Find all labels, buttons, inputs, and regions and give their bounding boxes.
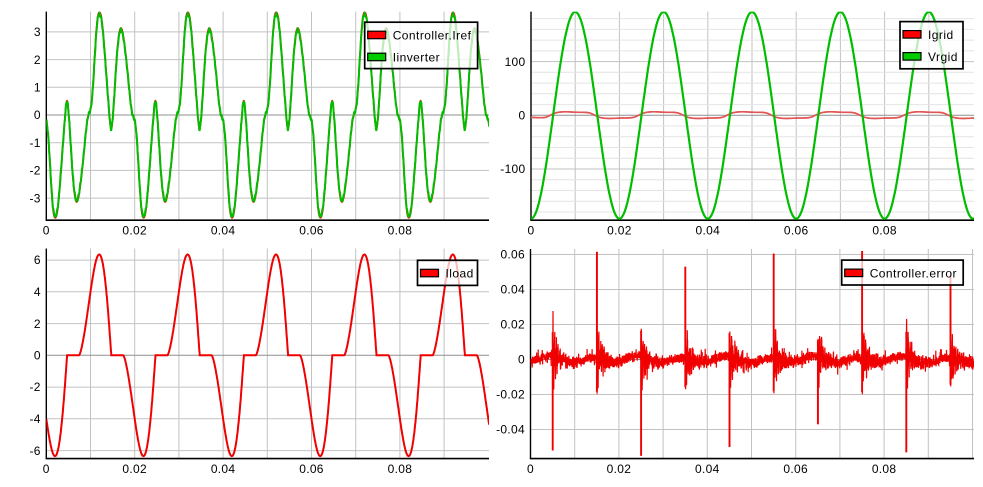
svg-text:0.04: 0.04 (211, 223, 236, 237)
svg-text:0.02: 0.02 (607, 223, 632, 237)
svg-text:-0.02: -0.02 (496, 388, 525, 402)
svg-text:Controller.Iref: Controller.Iref (393, 28, 472, 42)
svg-text:0.04: 0.04 (500, 283, 525, 297)
svg-text:0: 0 (527, 462, 534, 476)
svg-text:3: 3 (34, 25, 41, 39)
svg-text:0.08: 0.08 (872, 462, 897, 476)
svg-text:0.06: 0.06 (299, 462, 324, 476)
svg-text:-2: -2 (30, 380, 41, 394)
svg-text:100: 100 (505, 55, 526, 69)
svg-text:0: 0 (518, 353, 525, 367)
svg-text:0: 0 (34, 108, 41, 122)
svg-text:Iinverter: Iinverter (393, 50, 440, 64)
svg-text:0.02: 0.02 (500, 318, 525, 332)
svg-text:Controller.error: Controller.error (870, 266, 957, 280)
svg-text:0.04: 0.04 (696, 223, 721, 237)
svg-text:-2: -2 (30, 164, 41, 178)
svg-text:0: 0 (34, 349, 41, 363)
svg-text:0.02: 0.02 (122, 223, 147, 237)
svg-text:0: 0 (519, 109, 526, 123)
svg-text:0.04: 0.04 (695, 462, 720, 476)
svg-text:Vrgid: Vrgid (928, 50, 958, 64)
svg-text:0.02: 0.02 (607, 462, 632, 476)
svg-text:0.06: 0.06 (783, 462, 808, 476)
svg-text:0: 0 (43, 462, 50, 476)
svg-text:0.04: 0.04 (211, 462, 236, 476)
svg-text:6: 6 (34, 253, 41, 267)
svg-text:-0.04: -0.04 (496, 423, 525, 437)
svg-text:0.02: 0.02 (122, 462, 147, 476)
svg-text:-3: -3 (30, 191, 41, 205)
svg-text:0: 0 (43, 223, 50, 237)
svg-text:-6: -6 (30, 444, 41, 458)
svg-text:2: 2 (34, 53, 41, 67)
svg-text:Iload: Iload (446, 267, 474, 281)
svg-text:0.06: 0.06 (299, 223, 324, 237)
svg-text:-1: -1 (30, 136, 41, 150)
svg-text:0: 0 (528, 223, 535, 237)
svg-text:0.06: 0.06 (500, 248, 525, 262)
svg-text:1: 1 (34, 81, 41, 95)
svg-text:2: 2 (34, 317, 41, 331)
svg-text:Igrid: Igrid (928, 28, 954, 42)
svg-text:-100: -100 (500, 162, 525, 176)
svg-text:0.08: 0.08 (872, 223, 897, 237)
svg-text:4: 4 (34, 285, 41, 299)
svg-text:0.08: 0.08 (388, 223, 413, 237)
svg-text:0.06: 0.06 (784, 223, 809, 237)
svg-text:-4: -4 (30, 412, 41, 426)
svg-text:0.08: 0.08 (388, 462, 413, 476)
